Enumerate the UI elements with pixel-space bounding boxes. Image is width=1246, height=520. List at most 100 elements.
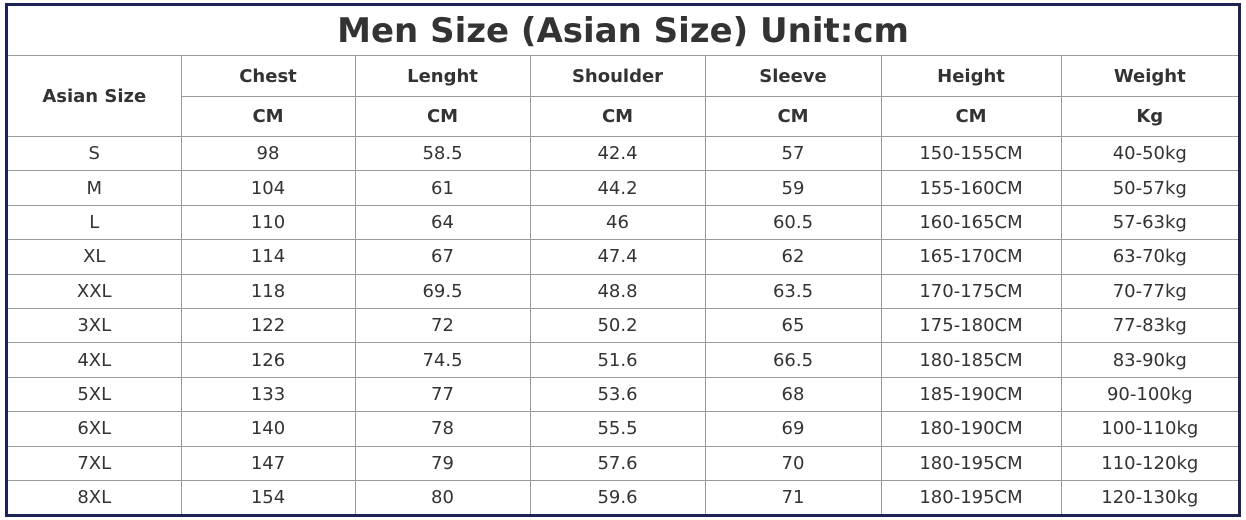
data-cell: 110 <box>180 204 356 241</box>
data-cell: 6XL <box>8 411 182 447</box>
column-name: Chest <box>180 55 356 97</box>
data-cell: 8XL <box>8 479 182 515</box>
data-cell: 150-155CM <box>880 135 1062 172</box>
data-cell: 160-165CM <box>880 204 1062 241</box>
data-row: XL 114 67 47.4 62 165-170CM 63-70kg <box>8 239 1239 275</box>
data-cell: 147 <box>180 445 356 481</box>
data-cell: 70-77kg <box>1060 273 1239 309</box>
data-row: 6XL 140 78 55.5 69 180-190CM 100-110kg <box>8 411 1239 447</box>
data-cell: 47.4 <box>529 239 706 275</box>
column-unit: Kg <box>1060 96 1239 137</box>
data-cell: 114 <box>180 239 356 275</box>
data-cell: 64 <box>354 204 531 241</box>
data-cell: 5XL <box>8 376 182 413</box>
data-cell: 51.6 <box>529 342 706 378</box>
data-row: 3XL 122 72 50.2 65 175-180CM 77-83kg <box>8 307 1239 344</box>
column-name: Lenght <box>354 55 531 97</box>
data-cell: 69 <box>704 411 882 447</box>
data-cell: 65 <box>704 307 882 344</box>
data-cell: XL <box>8 239 182 275</box>
data-cell: 77-83kg <box>1060 307 1239 344</box>
data-cell: 118 <box>180 273 356 309</box>
data-cell: 57 <box>704 135 882 172</box>
data-cell: 133 <box>180 376 356 413</box>
data-row: 7XL 147 79 57.6 70 180-195CM 110-120kg <box>8 445 1239 481</box>
data-cell: 40-50kg <box>1060 135 1239 172</box>
data-cell: 62 <box>704 239 882 275</box>
data-cell: 74.5 <box>354 342 531 378</box>
data-cell: 120-130kg <box>1060 479 1239 515</box>
data-cell: 50.2 <box>529 307 706 344</box>
column-name: Weight <box>1060 55 1239 97</box>
size-table: Men Size (Asian Size) Unit:cm Asian Size… <box>8 6 1239 515</box>
data-cell: 59.6 <box>529 479 706 515</box>
data-cell: 78 <box>354 411 531 447</box>
data-cell: XXL <box>8 273 182 309</box>
data-cell: 3XL <box>8 307 182 344</box>
header-cell: Asian Size <box>8 55 182 137</box>
data-cell: 4XL <box>8 342 182 378</box>
column-name: Sleeve <box>704 55 882 97</box>
data-row: XXL 118 69.5 48.8 63.5 170-175CM 70-77kg <box>8 273 1239 309</box>
data-cell: 42.4 <box>529 135 706 172</box>
data-cell: 79 <box>354 445 531 481</box>
data-cell: 165-170CM <box>880 239 1062 275</box>
data-cell: S <box>8 135 182 172</box>
table-title: Men Size (Asian Size) Unit:cm <box>8 6 1239 56</box>
data-cell: 67 <box>354 239 531 275</box>
data-cell: 77 <box>354 376 531 413</box>
data-cell: 154 <box>180 479 356 515</box>
column-name: Height <box>880 55 1062 97</box>
data-cell: 122 <box>180 307 356 344</box>
data-cell: 180-195CM <box>880 479 1062 515</box>
data-cell: 180-195CM <box>880 445 1062 481</box>
data-cell: 68 <box>704 376 882 413</box>
data-cell: 175-180CM <box>880 307 1062 344</box>
data-cell: 80 <box>354 479 531 515</box>
data-cell: 66.5 <box>704 342 882 378</box>
column-unit: CM <box>354 96 531 137</box>
data-cell: 53.6 <box>529 376 706 413</box>
data-row: 5XL 133 77 53.6 68 185-190CM 90-100kg <box>8 376 1239 413</box>
data-cell: 110-120kg <box>1060 445 1239 481</box>
data-cell: 98 <box>180 135 356 172</box>
data-cell: 59 <box>704 170 882 206</box>
data-cell: 69.5 <box>354 273 531 309</box>
data-cell: 55.5 <box>529 411 706 447</box>
data-cell: 50-57kg <box>1060 170 1239 206</box>
data-cell: 48.8 <box>529 273 706 309</box>
data-cell: 104 <box>180 170 356 206</box>
data-cell: 70 <box>704 445 882 481</box>
data-cell: 63.5 <box>704 273 882 309</box>
unit-row: CM CM CM CM CM Kg <box>8 96 1239 137</box>
data-cell: 60.5 <box>704 204 882 241</box>
data-cell: 180-185CM <box>880 342 1062 378</box>
data-row: M 104 61 44.2 59 155-160CM 50-57kg <box>8 170 1239 206</box>
data-cell: 126 <box>180 342 356 378</box>
data-cell: 44.2 <box>529 170 706 206</box>
data-cell: 46 <box>529 204 706 241</box>
data-cell: 71 <box>704 479 882 515</box>
column-name: Shoulder <box>529 55 706 97</box>
data-row: 4XL 126 74.5 51.6 66.5 180-185CM 83-90kg <box>8 342 1239 378</box>
data-cell: 61 <box>354 170 531 206</box>
data-cell: 100-110kg <box>1060 411 1239 447</box>
data-cell: 170-175CM <box>880 273 1062 309</box>
data-cell: 72 <box>354 307 531 344</box>
data-cell: 63-70kg <box>1060 239 1239 275</box>
size-chart: Men Size (Asian Size) Unit:cm Asian Size… <box>5 3 1241 517</box>
column-unit: CM <box>529 96 706 137</box>
data-cell: 83-90kg <box>1060 342 1239 378</box>
data-row: S 98 58.5 42.4 57 150-155CM 40-50kg <box>8 135 1239 172</box>
data-cell: 90-100kg <box>1060 376 1239 413</box>
column-unit: CM <box>181 96 356 137</box>
data-cell: 58.5 <box>354 135 531 172</box>
data-cell: 155-160CM <box>880 170 1062 206</box>
column-unit: CM <box>880 96 1062 137</box>
data-cell: 7XL <box>8 445 182 481</box>
data-cell: 57-63kg <box>1060 204 1239 241</box>
data-cell: 180-190CM <box>880 411 1062 447</box>
data-cell: 185-190CM <box>880 376 1062 413</box>
data-row: 8XL 154 80 59.6 71 180-195CM 120-130kg <box>8 479 1239 515</box>
data-cell: 57.6 <box>529 445 706 481</box>
